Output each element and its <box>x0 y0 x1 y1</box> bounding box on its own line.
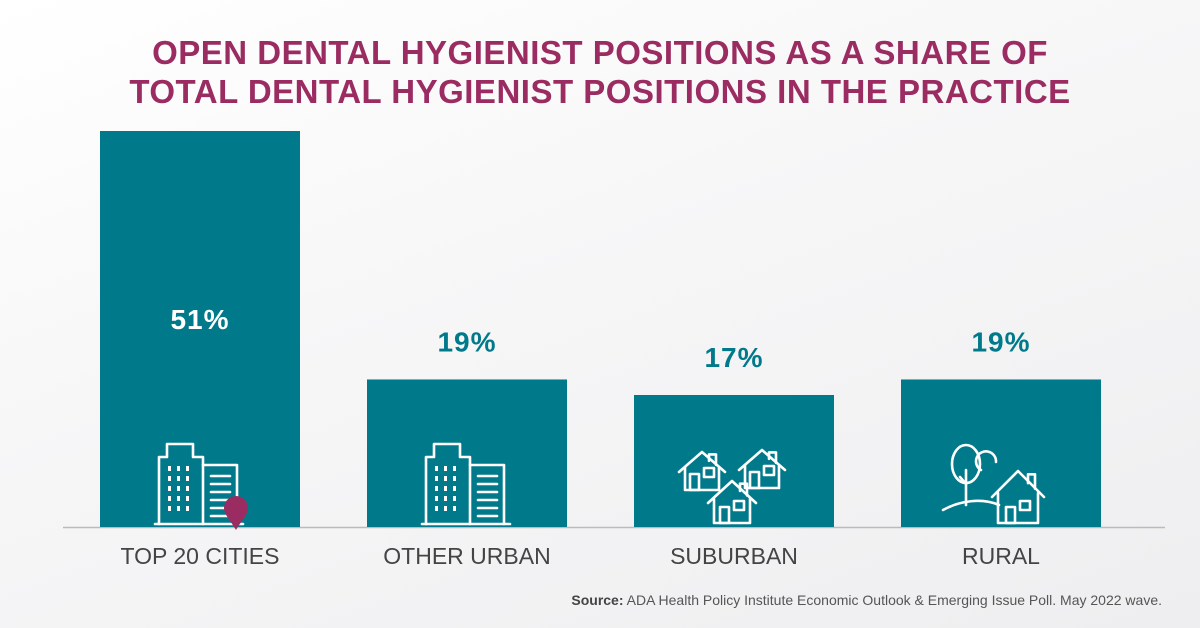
source-label: Source: <box>571 592 624 608</box>
category-label-3: SUBURBAN <box>670 543 798 569</box>
location-pin-icon <box>224 496 248 530</box>
value-label-1: 51% <box>170 304 229 335</box>
city-buildings-pin-icon <box>153 442 248 530</box>
value-label-3: 17% <box>704 342 763 373</box>
bar-4 <box>901 379 1101 527</box>
chart-title-line-1: OPEN DENTAL HYGIENIST POSITIONS AS A SHA… <box>152 34 1048 71</box>
urban-buildings-icon <box>420 442 512 526</box>
category-label-2: OTHER URBAN <box>383 543 550 569</box>
bar-1 <box>100 131 300 527</box>
suburban-houses-icon <box>677 448 787 525</box>
value-label-2: 19% <box>437 326 496 357</box>
category-label-1: TOP 20 CITIES <box>121 543 280 569</box>
source-note: Source: ADA Health Policy Institute Econ… <box>571 592 1162 608</box>
bar-2 <box>367 379 567 527</box>
value-label-4: 19% <box>971 326 1030 357</box>
rural-house-tree-icon <box>941 443 1046 525</box>
category-label-4: RURAL <box>962 543 1040 569</box>
source-text: ADA Health Policy Institute Economic Out… <box>626 592 1162 608</box>
chart-title-line-2: TOTAL DENTAL HYGIENIST POSITIONS IN THE … <box>129 73 1071 110</box>
